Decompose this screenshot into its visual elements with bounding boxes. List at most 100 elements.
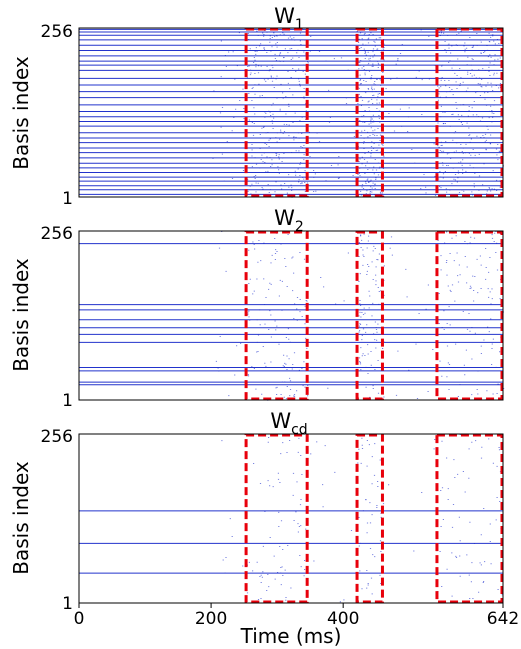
raster-dot bbox=[462, 169, 464, 171]
raster-dot bbox=[280, 453, 282, 455]
raster-dot bbox=[292, 68, 294, 69]
raster-dot bbox=[445, 51, 447, 53]
raster-dot bbox=[335, 303, 337, 305]
raster-dot bbox=[272, 67, 274, 69]
raster-dot bbox=[288, 135, 290, 137]
raster-dot bbox=[374, 41, 376, 43]
raster-dot bbox=[274, 578, 276, 580]
raster-dot bbox=[361, 239, 363, 241]
raster-dot bbox=[376, 505, 378, 506]
raster-dot bbox=[496, 269, 499, 271]
raster-dot bbox=[221, 153, 223, 155]
raster-dot bbox=[299, 32, 302, 34]
raster-dot bbox=[464, 491, 466, 493]
raster-dot bbox=[285, 96, 287, 98]
raster-dot bbox=[359, 62, 361, 63]
raster-dot bbox=[372, 134, 374, 135]
raster-dot bbox=[368, 266, 370, 267]
raster-dot bbox=[468, 127, 470, 129]
raster-dot bbox=[264, 362, 266, 364]
raster-dot bbox=[372, 63, 374, 65]
raster-dot bbox=[360, 235, 362, 237]
raster-dot bbox=[253, 176, 255, 177]
raster-dot bbox=[444, 80, 446, 81]
raster-dot bbox=[459, 68, 461, 69]
raster-dot bbox=[284, 569, 286, 571]
raster-dot bbox=[361, 163, 363, 165]
raster-dot bbox=[253, 107, 255, 109]
raster-dot bbox=[279, 546, 281, 547]
raster-dot bbox=[362, 121, 364, 123]
raster-dot bbox=[385, 88, 387, 90]
raster-dot bbox=[457, 172, 460, 174]
raster-dot bbox=[285, 266, 287, 267]
raster-dot bbox=[295, 511, 297, 513]
raster-dot bbox=[238, 32, 240, 34]
raster-dot bbox=[304, 305, 306, 307]
raster-dot bbox=[366, 440, 368, 441]
raster-dot bbox=[263, 278, 265, 280]
raster-dot bbox=[378, 291, 380, 292]
raster-dot bbox=[358, 357, 361, 359]
raster-dot bbox=[382, 49, 385, 51]
raster-dot bbox=[247, 312, 249, 314]
raster-dot bbox=[378, 117, 380, 119]
raster-dot bbox=[368, 181, 370, 183]
raster-dot bbox=[307, 385, 309, 386]
raster-dot bbox=[219, 112, 222, 114]
raster-dot bbox=[289, 36, 291, 38]
raster-dot bbox=[420, 188, 422, 190]
raster-dot bbox=[366, 465, 368, 467]
raster-dot bbox=[296, 481, 298, 483]
raster-dot bbox=[280, 567, 282, 568]
raster-dot bbox=[343, 300, 345, 302]
raster-dot bbox=[484, 92, 486, 94]
raster-dot bbox=[382, 168, 384, 169]
raster-dot bbox=[491, 288, 493, 290]
raster-dot bbox=[368, 100, 370, 102]
raster-dot bbox=[364, 312, 366, 314]
raster-dot bbox=[451, 89, 453, 90]
raster-dot bbox=[452, 504, 455, 505]
raster-dot bbox=[495, 519, 497, 521]
raster-dot bbox=[454, 174, 457, 175]
raster-dot bbox=[364, 153, 366, 154]
raster-dot bbox=[270, 75, 272, 77]
raster-dot bbox=[302, 385, 304, 387]
raster-dot bbox=[493, 241, 495, 242]
raster-dot bbox=[357, 42, 360, 43]
raster-dot bbox=[255, 66, 257, 68]
raster-dot bbox=[270, 336, 272, 338]
raster-dot bbox=[258, 83, 260, 85]
raster-dot bbox=[454, 72, 456, 74]
raster-dot bbox=[298, 181, 300, 183]
raster-dot bbox=[440, 269, 442, 271]
raster-dot bbox=[491, 188, 493, 190]
raster-dot bbox=[305, 103, 307, 105]
raster-dot bbox=[243, 108, 245, 109]
raster-dot bbox=[300, 499, 302, 500]
raster-dot bbox=[261, 187, 263, 188]
raster-dot bbox=[418, 70, 420, 72]
raster-dot bbox=[272, 486, 274, 488]
raster-dot bbox=[499, 501, 501, 502]
raster-dot bbox=[369, 191, 371, 192]
raster-dot bbox=[267, 78, 269, 80]
raster-dot bbox=[253, 123, 255, 124]
panel-w2: W2 256 1 Basis index bbox=[9, 206, 505, 411]
raster-dot bbox=[496, 154, 498, 156]
raster-dot bbox=[374, 159, 376, 160]
raster-dot bbox=[491, 234, 493, 236]
raster-dot bbox=[446, 457, 448, 459]
raster-dot bbox=[381, 144, 383, 145]
raster-dot bbox=[292, 57, 294, 59]
raster-dot bbox=[452, 139, 454, 141]
raster-dot bbox=[379, 140, 381, 141]
raster-dot bbox=[281, 566, 283, 568]
raster-dot bbox=[374, 443, 376, 445]
raster-dot bbox=[239, 100, 241, 101]
raster-dot bbox=[468, 135, 470, 136]
raster-dot bbox=[282, 92, 284, 94]
raster-dot bbox=[366, 270, 368, 272]
raster-dot bbox=[490, 36, 492, 38]
